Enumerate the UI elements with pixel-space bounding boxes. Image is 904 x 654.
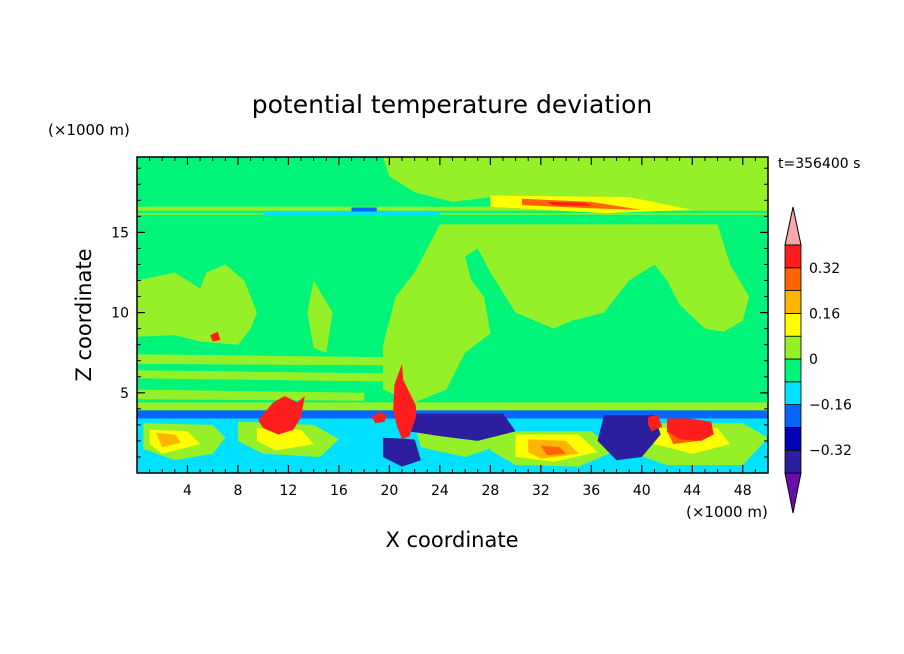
x-tick-label: 4 xyxy=(183,483,192,499)
y-tick-label: 10 xyxy=(111,306,129,322)
y-tick-label: 15 xyxy=(111,225,129,241)
colorbar-bin xyxy=(784,381,802,405)
colorbar-bin xyxy=(784,358,802,383)
x-tick-label: 24 xyxy=(431,483,449,499)
chart-title: potential temperature deviation xyxy=(252,90,652,119)
contour-region-11 xyxy=(137,370,390,382)
x-tick-label: 40 xyxy=(633,483,651,499)
contour-region-3 xyxy=(263,211,440,216)
contour-region-8 xyxy=(383,224,750,403)
x-tick-label: 16 xyxy=(330,483,348,499)
x-axis-label: X coordinate xyxy=(385,528,518,552)
y-tick-label: 5 xyxy=(120,386,129,402)
colorbar-over-triangle xyxy=(784,206,802,246)
contour-region-34 xyxy=(393,363,416,440)
time-label: t=356400 s xyxy=(778,156,860,172)
contour-region-37 xyxy=(371,412,387,424)
x-tick-label: 48 xyxy=(734,483,752,499)
contour-region-0 xyxy=(383,157,768,212)
x-tick-label: 20 xyxy=(380,483,398,499)
colorbar-bin xyxy=(784,426,802,451)
colorbar-bin xyxy=(784,449,802,474)
y-axis: 5 10 15 xyxy=(111,167,768,458)
contour-region-27 xyxy=(540,445,567,456)
contour-region-9 xyxy=(137,264,257,345)
contour-region-32 xyxy=(383,437,421,467)
y-axis-label: Z coordinate xyxy=(72,248,96,381)
contour-region-35 xyxy=(667,418,714,441)
y-unit-label: (×1000 m) xyxy=(48,121,130,139)
contour-region-33 xyxy=(258,396,305,435)
contour-region-2 xyxy=(137,210,768,214)
colorbar: 0.32 0.16 0 −0.16 −0.32 xyxy=(784,206,852,514)
contour-region-36 xyxy=(648,415,662,432)
contour-region-31 xyxy=(597,415,661,461)
contour-region-30 xyxy=(408,413,516,441)
x-tick-label: 32 xyxy=(532,483,550,499)
colorbar-under-triangle xyxy=(784,472,802,514)
contour-region-7 xyxy=(547,201,592,206)
colorbar-label: 0.32 xyxy=(809,261,840,277)
colorbar-bin xyxy=(784,244,802,269)
colorbar-label: −0.16 xyxy=(809,398,852,414)
contour-region-38 xyxy=(210,331,221,342)
colorbar-label: −0.32 xyxy=(809,443,852,459)
x-tick-label: 12 xyxy=(280,483,298,499)
contour-region-12 xyxy=(137,389,365,401)
colorbar-bin xyxy=(784,267,802,291)
colorbar-label: 0.16 xyxy=(809,306,840,322)
x-unit-label: (×1000 m) xyxy=(686,503,768,521)
contour-region-4 xyxy=(351,207,377,212)
colorbar-bin xyxy=(784,335,802,360)
colorbar-label: 0 xyxy=(809,352,818,368)
x-tick-label: 36 xyxy=(582,483,600,499)
contour-region-14 xyxy=(137,402,768,411)
x-tick-label: 8 xyxy=(233,483,242,499)
plot-area xyxy=(136,156,769,474)
contour-region-23 xyxy=(256,428,314,451)
colorbar-bin xyxy=(784,404,802,428)
contour-region-28 xyxy=(155,432,182,448)
x-tick-label: 44 xyxy=(683,483,701,499)
colorbar-bin xyxy=(784,290,802,314)
x-tick-label: 28 xyxy=(481,483,499,499)
contour-region-13 xyxy=(307,280,333,353)
x-axis: 4 8 12 16 20 24 28 32 36 40 44 48 xyxy=(149,157,756,499)
colorbar-bin xyxy=(784,312,802,337)
contour-region-10 xyxy=(137,354,415,366)
